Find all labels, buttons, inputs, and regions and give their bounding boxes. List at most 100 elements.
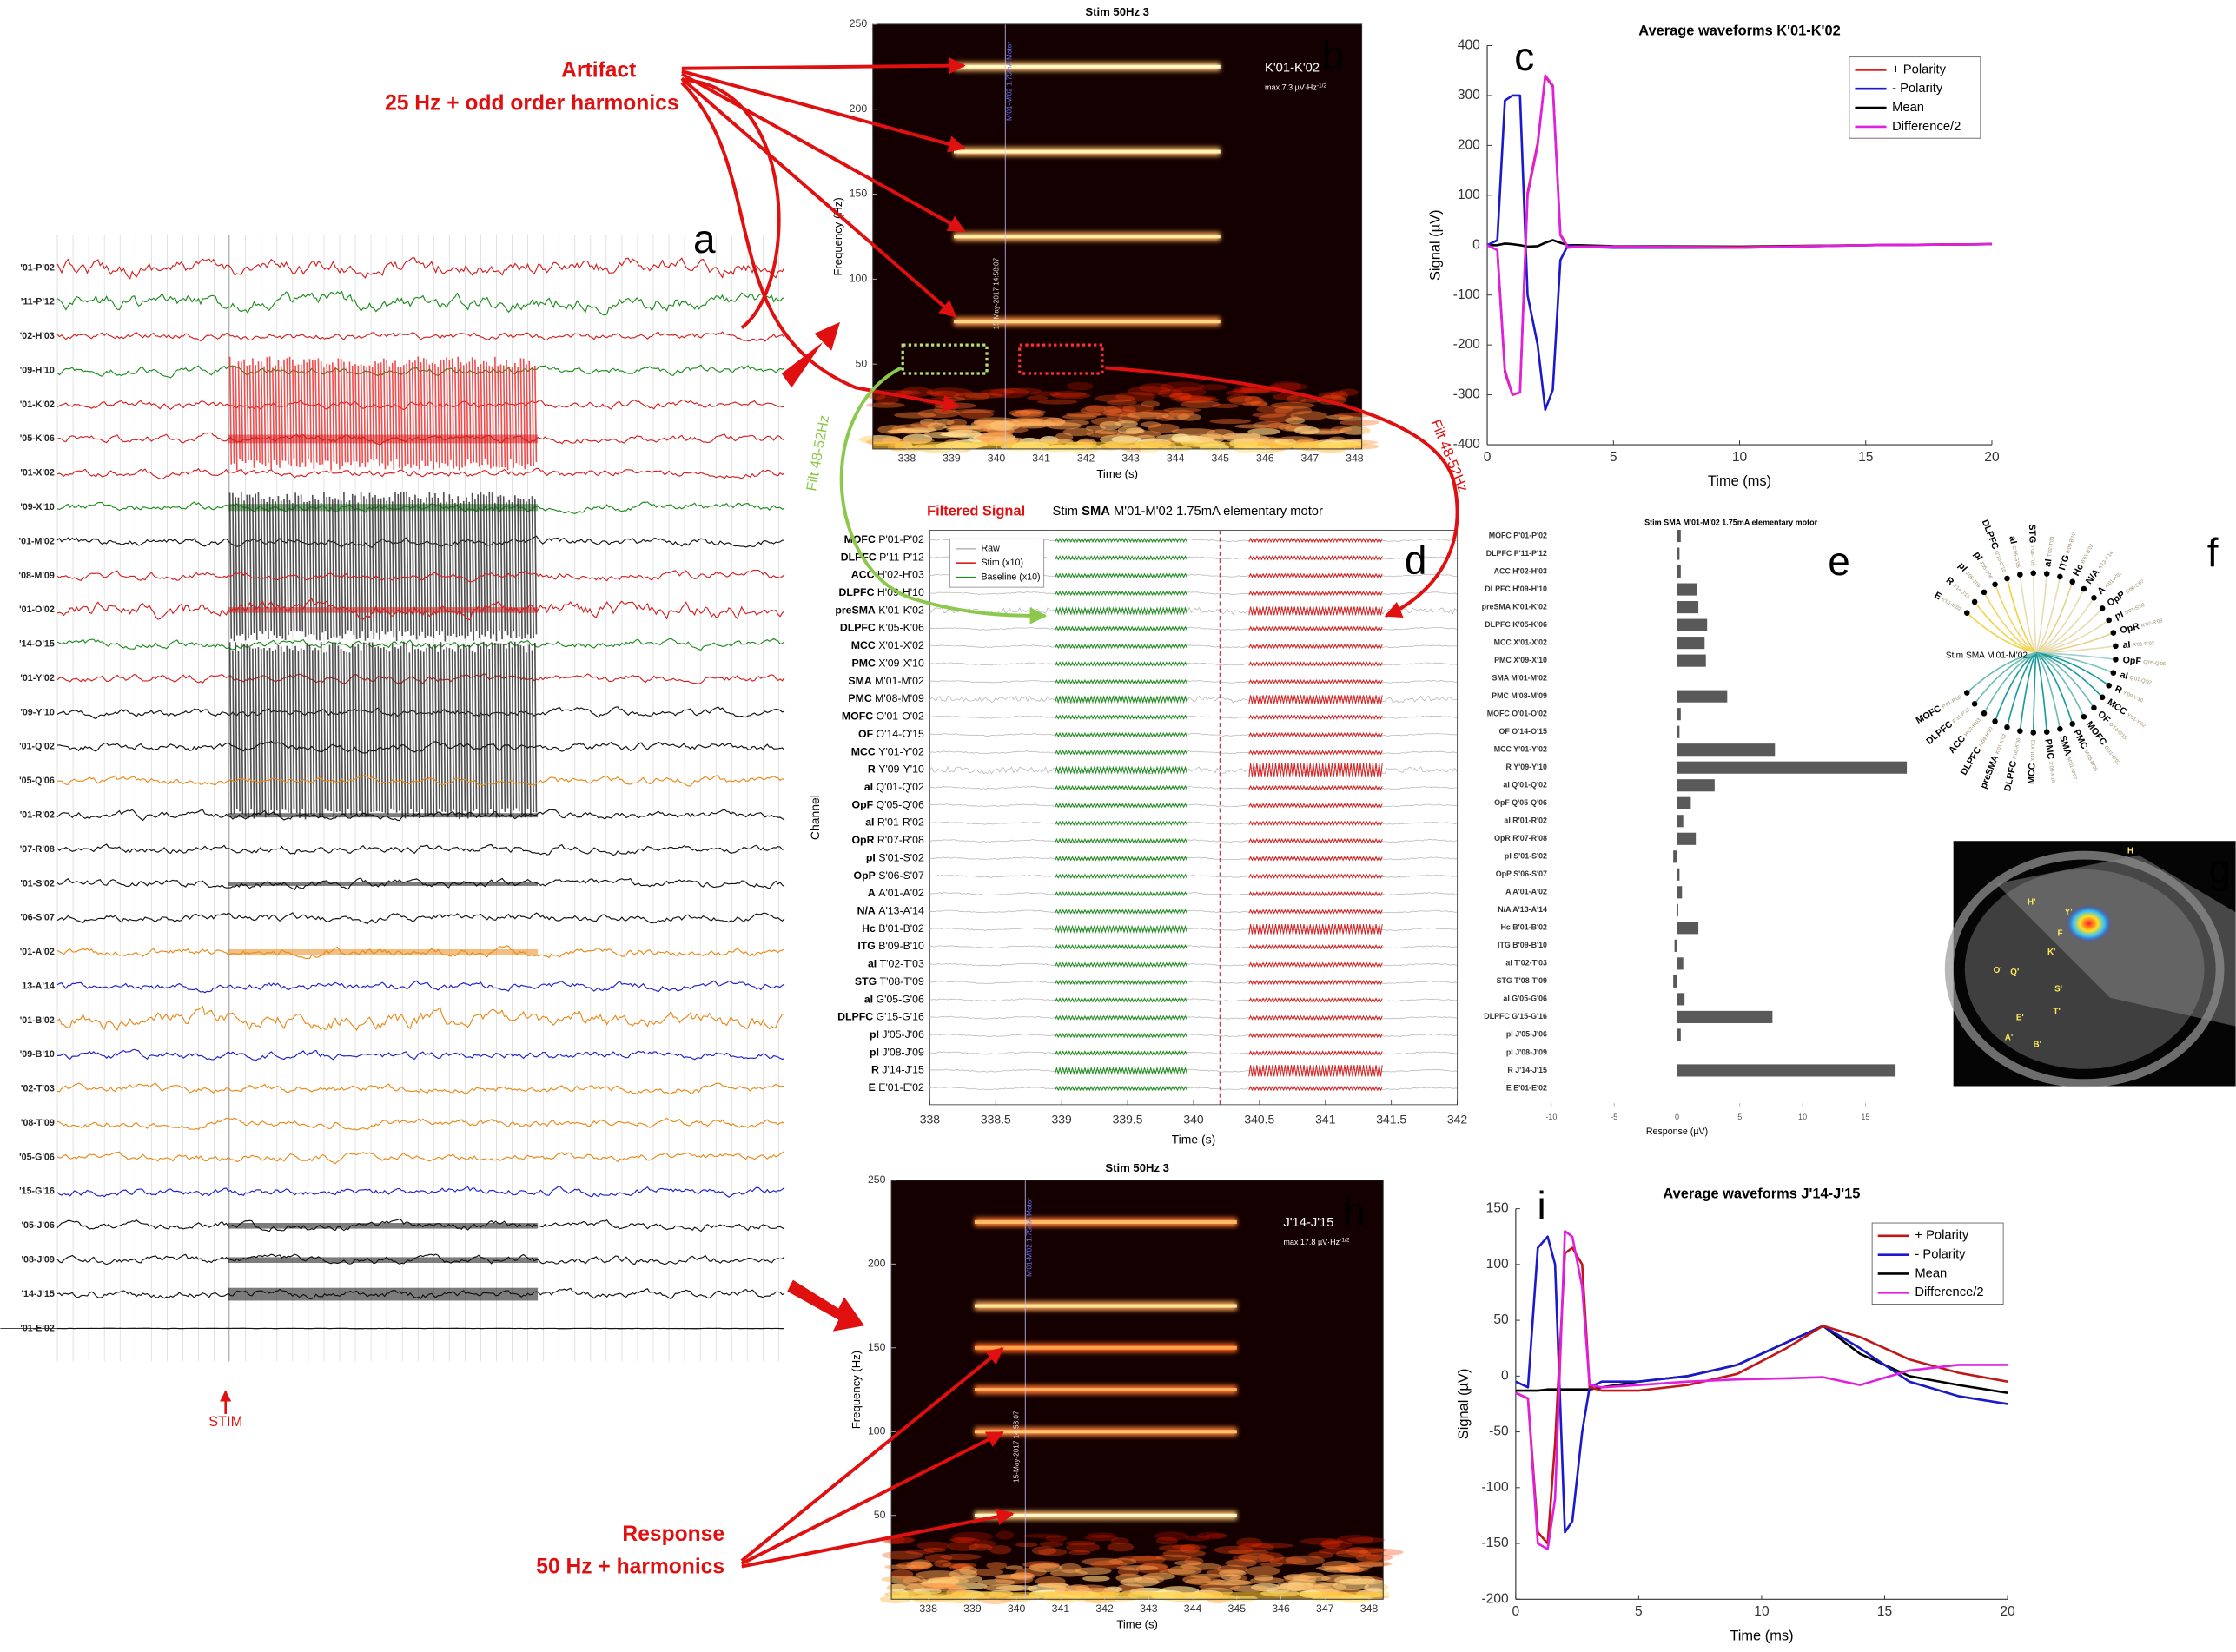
edge [2006, 578, 2037, 654]
channel-label: R Y'09-Y'10 [868, 763, 924, 776]
trace [56, 740, 785, 754]
node [2069, 721, 2075, 727]
region: N/A [857, 905, 876, 917]
trace [56, 1082, 785, 1095]
trace [56, 467, 785, 480]
series-line [1486, 94, 1992, 412]
stim-band [228, 813, 539, 818]
filtered-trace [1055, 1085, 1187, 1092]
channel: M'01-M'02 [2066, 757, 2078, 780]
noise [1039, 1541, 1064, 1548]
noise [1221, 1574, 1242, 1581]
filtered-trace [1055, 784, 1187, 791]
filtered-trace [1055, 856, 1187, 862]
annotation-arrows [220, 56, 1459, 1569]
noise [1087, 1532, 1116, 1538]
bar [1677, 637, 1705, 650]
noise [986, 1562, 1008, 1569]
node [2106, 682, 2112, 689]
noise [922, 1583, 959, 1589]
channel: A'13-A'14 [878, 905, 924, 917]
region: STG [855, 975, 877, 988]
channel: T'08-T'09 [2029, 545, 2035, 566]
x-tick-label: 340 [1008, 1602, 1026, 1615]
channel: B'01-B'02 [878, 922, 924, 935]
arrow [680, 76, 957, 318]
panel-letter: i [1537, 1183, 1545, 1228]
x-tick-label: 345 [1228, 1602, 1247, 1615]
electrode-label: F [2057, 928, 2062, 938]
band [974, 1304, 1237, 1308]
region: preSMA [835, 605, 876, 617]
region: N/A [2084, 567, 2102, 586]
noise [931, 1584, 968, 1593]
node [2057, 726, 2063, 732]
channel-label: '09-X'10 [20, 502, 55, 512]
channel-label: '15-G'16 [19, 1186, 55, 1197]
category-label: aI Q'01-Q'02 [1503, 781, 1547, 790]
filtered-trace [1055, 909, 1187, 915]
category-label: PMC M'08-M'09 [1492, 691, 1547, 700]
legend-label: + Polarity [1915, 1229, 1969, 1243]
panel-letter: b [1322, 32, 1345, 77]
y-tick-label: 150 [850, 188, 868, 200]
node-label: STG T'08-T'09 [2027, 524, 2039, 566]
plot-frame [872, 23, 1363, 450]
bar [1677, 832, 1697, 845]
x-tick-label: 346 [1272, 1602, 1290, 1615]
node-label: aIQ'01-Q'02 [2119, 670, 2153, 688]
channel-label: '01-Y'02 [20, 673, 55, 684]
panel-letter: c [1514, 34, 1534, 79]
filtered-trace [1248, 1032, 1383, 1039]
panel-letter: h [1343, 1188, 1366, 1233]
noise [1154, 1531, 1189, 1541]
chart-title: Filtered Signal [927, 503, 1025, 519]
noise [1338, 388, 1359, 396]
noise [866, 402, 905, 408]
region: DLPFC [841, 552, 877, 564]
legend-label: Mean [1915, 1266, 1947, 1280]
x-tick-label: 0 [1512, 1604, 1520, 1619]
channel: A'13-A'14 [2097, 550, 2114, 571]
channel: S'01-S'02 [2124, 602, 2146, 616]
arrow [681, 77, 781, 330]
noise [1300, 1537, 1344, 1545]
category-label: PMC X'09-X'10 [1494, 656, 1547, 664]
x-tick-label: 345 [1211, 453, 1229, 465]
channel-label: DLPFC K'05-K'06 [840, 622, 924, 634]
electrode-label: E' [2016, 1013, 2024, 1022]
noise [1066, 1542, 1101, 1553]
filtered-trace [1055, 750, 1187, 756]
noise [1318, 1548, 1350, 1555]
node-label: DLPFCK'05-K'06 [2002, 737, 2023, 792]
bar [1677, 654, 1706, 667]
filtered-trace [1055, 714, 1187, 720]
x-tick-label: 5 [1737, 1113, 1742, 1121]
channel: J'08-J'09 [882, 1047, 924, 1059]
noise [1009, 1572, 1035, 1581]
noise [1127, 412, 1169, 420]
region: Hc [2071, 562, 2086, 578]
arrow [839, 366, 1048, 624]
x-tick-label: 10 [1754, 1604, 1770, 1619]
band [954, 149, 1221, 154]
channel: G'05-G'06 [877, 994, 924, 1006]
channel-label: DLPFC G'15-G'16 [837, 1011, 924, 1023]
event: M'01-M'02 1.75mA Motor [1025, 1198, 1033, 1277]
noise [1181, 400, 1221, 409]
category-label: STG T'08-T'09 [1497, 976, 1547, 985]
channel: X'09-X'10 [878, 657, 924, 670]
channel: P'11-P'12 [879, 552, 924, 564]
category-label: aI G'05-G'06 [1503, 995, 1547, 1003]
channel-label: E E'01-E'02 [869, 1081, 924, 1094]
channel: T'02-T'03 [2047, 536, 2054, 557]
arrow [740, 1346, 1004, 1563]
noise [1320, 1539, 1341, 1550]
floor [872, 441, 1362, 449]
node-label: PMCX'09-X'10 [2043, 738, 2060, 783]
region: OpR [852, 834, 875, 846]
filtered-trace [1055, 572, 1187, 578]
channel-label: '08-T'09 [21, 1118, 55, 1128]
noise [1196, 1531, 1227, 1540]
